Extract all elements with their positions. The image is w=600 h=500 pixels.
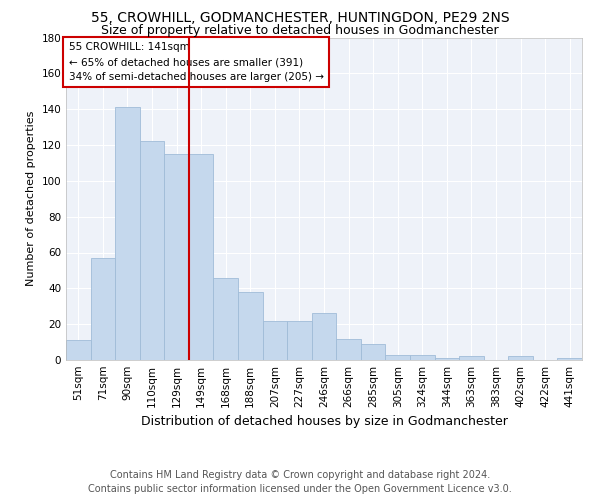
Bar: [214, 278, 238, 360]
Bar: [410, 354, 434, 360]
Text: 55 CROWHILL: 141sqm
← 65% of detached houses are smaller (391)
34% of semi-detac: 55 CROWHILL: 141sqm ← 65% of detached ho…: [68, 42, 323, 82]
Bar: [164, 154, 189, 360]
Bar: [459, 356, 484, 360]
Bar: [115, 108, 140, 360]
X-axis label: Distribution of detached houses by size in Godmanchester: Distribution of detached houses by size …: [140, 416, 508, 428]
Bar: [508, 356, 533, 360]
Y-axis label: Number of detached properties: Number of detached properties: [26, 111, 36, 286]
Bar: [189, 154, 214, 360]
Bar: [238, 292, 263, 360]
Bar: [287, 320, 312, 360]
Bar: [312, 314, 336, 360]
Text: Contains HM Land Registry data © Crown copyright and database right 2024.
Contai: Contains HM Land Registry data © Crown c…: [88, 470, 512, 494]
Bar: [361, 344, 385, 360]
Bar: [140, 142, 164, 360]
Bar: [66, 340, 91, 360]
Text: Size of property relative to detached houses in Godmanchester: Size of property relative to detached ho…: [101, 24, 499, 37]
Bar: [434, 358, 459, 360]
Bar: [557, 358, 582, 360]
Bar: [263, 320, 287, 360]
Bar: [336, 338, 361, 360]
Bar: [91, 258, 115, 360]
Bar: [385, 354, 410, 360]
Text: 55, CROWHILL, GODMANCHESTER, HUNTINGDON, PE29 2NS: 55, CROWHILL, GODMANCHESTER, HUNTINGDON,…: [91, 12, 509, 26]
